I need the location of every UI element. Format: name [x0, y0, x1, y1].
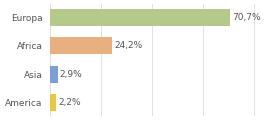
Text: 70,7%: 70,7% [232, 13, 261, 22]
Text: 2,9%: 2,9% [60, 70, 83, 79]
Text: 2,2%: 2,2% [58, 98, 81, 107]
Bar [50, 66, 58, 83]
Bar [50, 94, 56, 111]
Bar [50, 37, 112, 54]
Bar [50, 9, 230, 26]
Text: 24,2%: 24,2% [114, 41, 142, 50]
